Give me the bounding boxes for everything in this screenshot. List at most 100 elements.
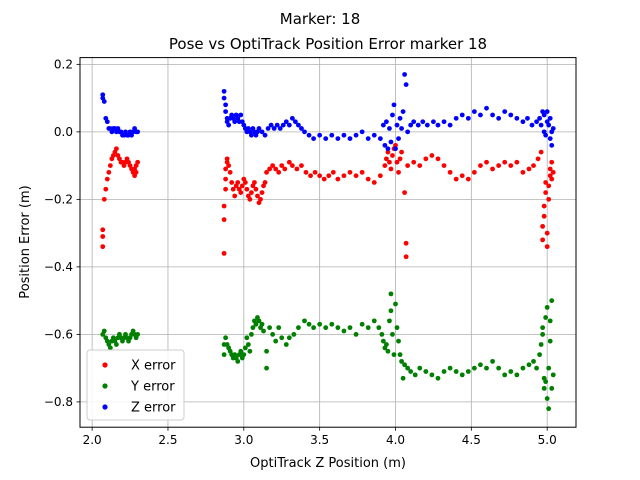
data-point: [529, 122, 535, 128]
data-point: [453, 176, 459, 182]
data-point: [227, 169, 233, 175]
data-point: [100, 244, 106, 250]
data-point: [264, 169, 269, 175]
data-point: [261, 328, 266, 334]
data-point: [250, 325, 256, 331]
data-point: [514, 372, 520, 378]
data-point: [347, 136, 353, 142]
data-point: [390, 153, 395, 158]
data-point: [541, 385, 547, 391]
data-point: [441, 369, 447, 374]
data-point: [365, 325, 371, 331]
data-point: [132, 166, 138, 172]
data-point: [534, 365, 539, 371]
data-point: [385, 149, 391, 155]
data-point: [330, 169, 336, 175]
plot-frame: [79, 57, 577, 428]
data-point: [465, 176, 471, 182]
data-point: [283, 119, 289, 125]
data-point: [391, 352, 397, 358]
data-point: [223, 102, 229, 108]
x-tick-label: 2.0: [83, 433, 102, 447]
data-point: [431, 119, 436, 125]
data-point: [465, 369, 471, 374]
data-point: [400, 375, 406, 381]
data-point: [238, 348, 244, 354]
x-tick-label: 3.0: [234, 433, 253, 447]
data-point: [286, 122, 292, 128]
data-point: [550, 372, 556, 378]
data-point: [267, 166, 273, 172]
data-point: [531, 163, 536, 169]
data-point: [490, 166, 495, 172]
data-point: [537, 115, 542, 121]
data-point: [403, 240, 409, 246]
data-point: [247, 196, 253, 202]
data-point: [317, 173, 323, 179]
data-point: [100, 92, 106, 98]
data-point: [520, 169, 526, 175]
data-point: [253, 186, 259, 192]
data-point: [508, 163, 514, 169]
data-point: [447, 169, 453, 175]
data-point: [496, 365, 502, 371]
data-point: [296, 122, 301, 128]
legend-marker: [102, 383, 108, 389]
data-point: [484, 105, 489, 111]
data-point: [526, 362, 532, 368]
data-point: [312, 169, 318, 175]
data-point: [335, 136, 341, 142]
legend-label: X error: [131, 359, 176, 374]
data-point: [353, 173, 359, 179]
data-point: [226, 163, 232, 169]
y-axis-label: Position Error (m): [18, 185, 33, 298]
data-point: [423, 369, 429, 374]
data-point: [291, 331, 297, 337]
data-point: [235, 358, 241, 364]
data-point: [317, 132, 323, 138]
data-point: [393, 146, 398, 152]
data-point: [268, 122, 274, 128]
data-point: [221, 95, 227, 101]
data-point: [101, 99, 107, 104]
y-tick-label: −0.8: [44, 395, 73, 409]
data-point: [241, 352, 247, 358]
data-point: [259, 190, 265, 196]
y-tick-label: 0.2: [54, 58, 73, 72]
data-point: [223, 166, 229, 172]
data-point: [239, 183, 245, 189]
data-point: [238, 190, 244, 196]
data-point: [104, 176, 110, 182]
data-point: [544, 230, 550, 236]
data-point: [376, 325, 382, 331]
data-point: [465, 115, 471, 121]
data-point: [302, 129, 307, 135]
data-point: [221, 250, 227, 256]
series-z-error: [100, 72, 556, 152]
data-point: [245, 342, 251, 347]
data-point: [371, 318, 377, 324]
data-point: [259, 129, 265, 135]
data-point: [399, 358, 404, 364]
data-point: [502, 109, 508, 115]
data-point: [391, 102, 397, 108]
data-point: [459, 173, 465, 179]
data-point: [471, 169, 477, 175]
data-point: [478, 163, 483, 169]
legend-label: Y error: [130, 380, 175, 395]
data-point: [380, 338, 386, 344]
data-point: [286, 159, 292, 165]
data-point: [402, 72, 407, 77]
data-point: [283, 342, 289, 347]
data-point: [544, 304, 550, 310]
data-point: [508, 369, 514, 374]
data-point: [396, 338, 401, 344]
data-point: [547, 166, 553, 172]
data-point: [292, 119, 298, 125]
data-point: [435, 156, 441, 162]
data-point: [526, 166, 532, 172]
data-point: [405, 163, 411, 169]
data-point: [400, 109, 406, 115]
data-point: [135, 159, 141, 165]
data-point: [484, 365, 489, 371]
